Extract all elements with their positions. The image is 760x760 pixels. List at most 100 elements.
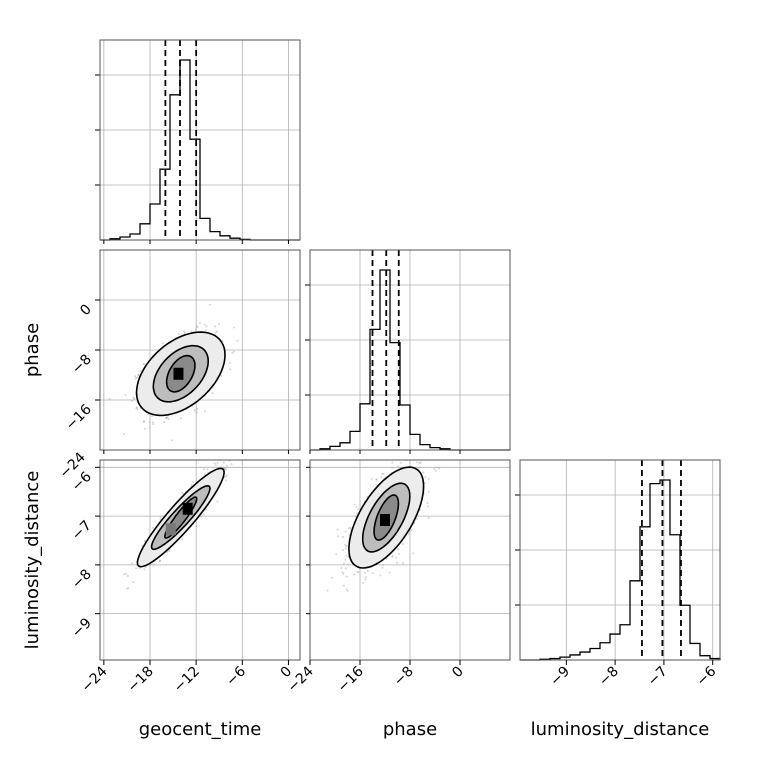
y-tick-label: −9 bbox=[69, 615, 95, 641]
sample-point bbox=[229, 368, 232, 371]
y-tick-label: −8 bbox=[69, 566, 95, 592]
panel-frame-geocent_time-luminosity_distance bbox=[99, 459, 301, 661]
sample-point bbox=[345, 545, 348, 547]
sample-point bbox=[205, 508, 208, 511]
sample-point bbox=[224, 479, 227, 482]
sample-point bbox=[152, 526, 155, 529]
sample-point bbox=[230, 463, 233, 466]
sample-point bbox=[206, 468, 209, 471]
sample-point bbox=[344, 558, 347, 561]
sample-point bbox=[342, 572, 345, 575]
sample-point bbox=[344, 544, 347, 546]
y-tick-label: −8 bbox=[69, 352, 95, 378]
sample-point bbox=[127, 587, 130, 590]
sample-point bbox=[163, 421, 166, 424]
sample-point bbox=[181, 491, 184, 494]
sample-point bbox=[124, 394, 127, 397]
sample-point bbox=[126, 575, 129, 577]
sample-point bbox=[153, 562, 156, 565]
sample-point bbox=[348, 527, 351, 530]
sample-point bbox=[151, 421, 154, 424]
sample-point bbox=[143, 427, 146, 430]
sample-point bbox=[344, 567, 347, 570]
sample-point bbox=[434, 469, 437, 472]
sample-point bbox=[183, 332, 186, 334]
sample-point bbox=[375, 478, 378, 481]
sample-point bbox=[362, 581, 365, 584]
histogram-geocent_time bbox=[100, 59, 300, 241]
sample-point bbox=[418, 462, 421, 464]
sample-point bbox=[349, 527, 352, 529]
sample-point bbox=[159, 559, 162, 562]
sample-point bbox=[364, 576, 367, 579]
sample-point bbox=[123, 573, 125, 576]
sample-point bbox=[401, 562, 404, 565]
sample-point bbox=[236, 339, 239, 342]
sample-point bbox=[165, 417, 168, 420]
sample-point bbox=[423, 481, 426, 484]
sample-point bbox=[426, 501, 429, 504]
sample-point bbox=[179, 417, 182, 420]
sample-point bbox=[342, 549, 345, 552]
sample-point bbox=[342, 584, 345, 587]
x-tick-label: −6 bbox=[694, 663, 720, 689]
sample-point bbox=[108, 398, 111, 400]
sample-point bbox=[416, 517, 418, 520]
sample-point bbox=[136, 408, 139, 411]
sample-point bbox=[192, 481, 194, 484]
sample-point bbox=[231, 352, 234, 354]
sample-point bbox=[218, 323, 220, 325]
sample-point bbox=[205, 325, 208, 328]
sample-point bbox=[126, 587, 129, 590]
sample-point bbox=[209, 303, 211, 306]
sample-point bbox=[214, 325, 216, 328]
sample-point bbox=[357, 571, 360, 574]
sample-point bbox=[356, 570, 359, 573]
histogram-luminosity_distance bbox=[520, 479, 721, 661]
sample-point bbox=[215, 330, 218, 333]
sample-point bbox=[224, 475, 227, 478]
sample-point bbox=[331, 576, 333, 579]
sample-point bbox=[151, 415, 153, 417]
sample-point bbox=[375, 483, 378, 486]
sample-point bbox=[130, 400, 133, 402]
sample-point bbox=[336, 528, 339, 531]
sample-point bbox=[353, 503, 356, 506]
x-tick-label: 0 bbox=[449, 664, 467, 682]
sample-point bbox=[214, 331, 217, 334]
sample-point bbox=[211, 392, 214, 395]
sample-point bbox=[135, 567, 138, 570]
sample-point bbox=[415, 445, 417, 447]
sample-point bbox=[133, 397, 136, 400]
sample-point bbox=[341, 571, 344, 574]
sample-point bbox=[138, 567, 141, 570]
sample-point bbox=[225, 474, 228, 477]
sample-point bbox=[410, 529, 413, 532]
sample-point bbox=[177, 332, 180, 335]
sample-point bbox=[394, 556, 397, 559]
x-tick-label: −6 bbox=[223, 663, 249, 689]
panels-layer: −24 −18 −12 −6 0−24 −16 −8 0 −9 −8 −7 −6−16−80−9−8−… bbox=[57, 39, 721, 696]
sample-point bbox=[132, 396, 135, 399]
sample-point bbox=[416, 461, 419, 464]
sample-point bbox=[161, 342, 164, 345]
x-axis-label-luminosity-distance: luminosity_distance bbox=[531, 719, 710, 740]
sample-point bbox=[391, 555, 394, 557]
x-tick-label: −24 bbox=[78, 663, 110, 695]
sample-point bbox=[424, 476, 427, 479]
sample-point bbox=[152, 453, 154, 455]
sample-point bbox=[381, 472, 384, 475]
sample-point bbox=[122, 433, 125, 436]
x-tick-label: −8 bbox=[391, 664, 417, 690]
sample-point bbox=[427, 490, 430, 493]
sample-point bbox=[203, 410, 206, 413]
sample-point bbox=[143, 363, 146, 366]
sample-point bbox=[366, 570, 369, 572]
x-tick-label: −12 bbox=[171, 664, 203, 696]
sample-point bbox=[134, 377, 137, 380]
sample-point bbox=[135, 407, 138, 410]
sample-point bbox=[158, 559, 161, 562]
sample-point bbox=[340, 567, 343, 569]
sample-point bbox=[144, 539, 147, 542]
sample-point bbox=[196, 407, 199, 410]
